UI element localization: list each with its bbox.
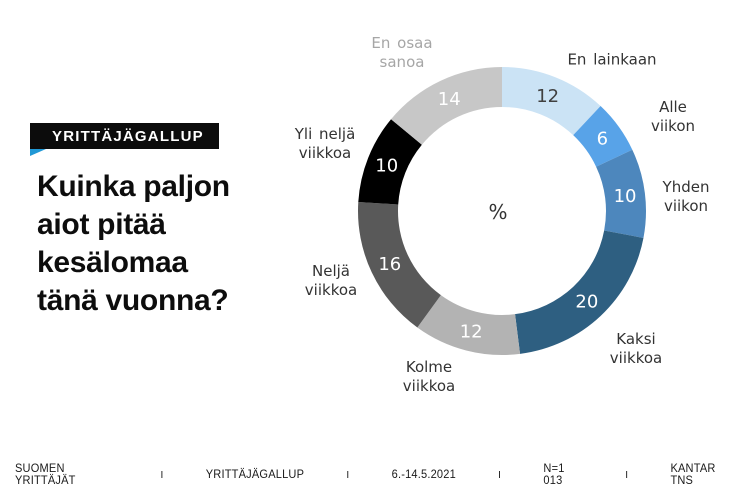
- donut-value-label-3: 20: [575, 292, 598, 313]
- segment-label-kolme-viikkoa: Kolme viikkoa: [402, 358, 456, 395]
- footer-item-kantar-tns: KANTAR TNS: [670, 463, 716, 487]
- donut-segment-2: [596, 149, 646, 238]
- donut-value-label-4: 12: [460, 321, 483, 342]
- donut-value-label-1: 6: [597, 128, 608, 149]
- footer-separator: I: [346, 469, 350, 481]
- page-title: Kuinka paljon aiot pitää kesälomaa tänä …: [37, 170, 230, 317]
- footer-item-date-range: 6.-14.5.2021: [391, 469, 456, 481]
- donut-segment-4: [417, 295, 521, 355]
- footer: SUOMEN YRITTÄJÄT I YRITTÄJÄGALLUP I 6.-1…: [15, 463, 735, 487]
- segment-label-en-lainkaan: En lainkaan: [567, 50, 657, 69]
- segment-label-alle-viikon: Alle viikon: [650, 98, 696, 135]
- badge-corner-triangle: [30, 149, 46, 156]
- donut-value-label-2: 10: [614, 186, 637, 207]
- donut-value-label-7: 14: [438, 89, 461, 110]
- segment-label-en-osaa-sanoa: En osaa sanoa: [371, 34, 433, 71]
- donut-segment-5: [358, 201, 441, 328]
- donut-value-label-5: 16: [378, 254, 401, 275]
- brand-badge-label: YRITTÄJÄGALLUP: [52, 127, 204, 145]
- donut-segment-3: [515, 230, 644, 354]
- donut-segment-7: [391, 67, 502, 145]
- footer-separator: I: [625, 469, 629, 481]
- footer-item-yrittajagallup: YRITTÄJÄGALLUP: [205, 469, 305, 481]
- donut-value-label-0: 12: [536, 86, 559, 107]
- segment-label-yhden-viikon: Yhden viikon: [662, 178, 710, 215]
- donut-center-unit: %: [488, 200, 508, 224]
- brand-badge: YRITTÄJÄGALLUP: [30, 123, 219, 149]
- footer-separator: I: [498, 469, 502, 481]
- footer-separator: I: [160, 469, 164, 481]
- segment-label-kaksi-viikkoa: Kaksi viikkoa: [609, 330, 663, 367]
- footer-item-sample-size: N=1 013: [543, 463, 565, 487]
- segment-label-yli-nelja-viikkoa: Yli neljä viikkoa: [294, 125, 356, 162]
- donut-segment-1: [573, 106, 633, 167]
- donut-segment-0: [502, 67, 601, 136]
- donut-value-label-6: 10: [375, 156, 398, 177]
- donut-segment-6: [358, 119, 422, 205]
- segment-label-nelja-viikkoa: Neljä viikkoa: [304, 262, 358, 299]
- footer-item-suomen-yrittajat: SUOMEN YRITTÄJÄT: [15, 463, 76, 487]
